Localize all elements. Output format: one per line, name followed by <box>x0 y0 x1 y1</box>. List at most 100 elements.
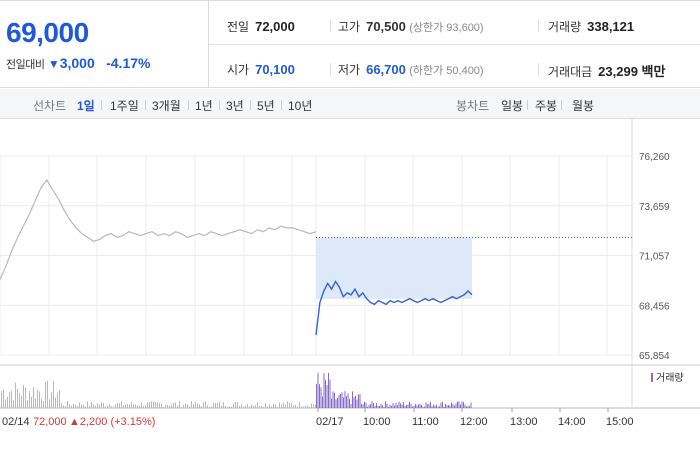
volume-bar <box>63 405 64 408</box>
volume-bar <box>358 394 359 408</box>
divider <box>330 63 331 75</box>
change-percent: -4.17% <box>106 55 151 71</box>
volume-bar <box>269 404 270 408</box>
volume-bar <box>169 405 170 408</box>
volume-bar <box>428 403 430 408</box>
candle-chart-label: 봉차트 <box>456 99 490 113</box>
volume-bar <box>197 403 198 408</box>
tab-1year[interactable]: 1년 <box>195 99 213 113</box>
volume-bar <box>129 404 130 408</box>
volume-bar <box>434 405 436 408</box>
volume-bar <box>467 405 469 408</box>
prev-day-date-label: 02/14 <box>2 416 30 428</box>
volume-bar <box>139 405 140 408</box>
volume-bar <box>425 402 427 408</box>
volume-bar <box>371 401 373 408</box>
volume-bars <box>1 372 472 408</box>
open-value: 70,100 <box>255 62 295 77</box>
volume-bar <box>25 387 26 408</box>
tab-5years[interactable]: 5년 <box>257 99 275 113</box>
volume-bar <box>85 406 86 408</box>
volume-bar <box>410 403 412 408</box>
high-stat: 고가 70,500 (상한가 93,600) <box>338 18 484 35</box>
divider <box>101 100 102 110</box>
volume-bar <box>69 404 70 408</box>
volume-bar <box>413 406 415 408</box>
volume-bar <box>419 403 421 408</box>
tab-daily-candle[interactable]: 일봉 <box>501 99 524 113</box>
low-stat: 저가 66,700 (하한가 50,400) <box>338 61 484 78</box>
volume-bar <box>127 404 128 408</box>
volume-bar <box>67 401 68 408</box>
volume-bar <box>19 392 20 408</box>
volume-bar <box>395 402 397 408</box>
volume-bar <box>13 400 14 408</box>
volume-bar <box>207 405 208 408</box>
volume-bar <box>340 393 341 408</box>
volume-bar <box>323 373 325 408</box>
volume-bar <box>87 401 88 408</box>
volume-bar <box>344 391 346 408</box>
volume-bar <box>171 404 172 408</box>
volume-bar <box>464 404 466 408</box>
tab-10years[interactable]: 10년 <box>288 99 313 113</box>
volume-bar <box>275 404 276 408</box>
row-divider <box>209 44 700 45</box>
volume-bar <box>153 401 154 408</box>
volume-bar <box>45 381 46 408</box>
volume-bar <box>412 406 413 408</box>
volume-bar <box>181 406 182 408</box>
x-tick-label: 13:00 <box>510 416 538 428</box>
volume-bar <box>247 404 248 408</box>
volume-bar <box>229 406 230 408</box>
volume-bar <box>448 404 449 408</box>
volume-bar <box>81 404 82 408</box>
volume-bar <box>29 391 30 408</box>
volume-bar <box>451 402 452 408</box>
volume-legend: 거래량 <box>656 372 684 384</box>
open-stat: 시가 70,100 <box>227 61 295 78</box>
intraday-price-chart[interactable]: 76,260 73,659 71,057 68,456 65,854 02/17 10:0… <box>0 119 700 450</box>
prev-day-change-label: ▲2,200 (+3.15%) <box>69 416 155 428</box>
volume-bar <box>377 405 379 408</box>
volume-bar <box>406 404 407 408</box>
volume-bar <box>95 405 96 408</box>
tab-3years[interactable]: 3년 <box>226 99 244 113</box>
volume-bar <box>440 402 442 408</box>
volume-bar <box>231 406 232 408</box>
volume-bar <box>332 391 334 408</box>
volume-bar <box>177 405 178 408</box>
volume-bar <box>49 399 50 408</box>
today-range-highlight <box>316 237 472 299</box>
volume-bar <box>241 404 242 408</box>
volume-bar <box>243 406 244 408</box>
y-tick-label: 76,260 <box>639 152 670 163</box>
volume-bar <box>109 404 110 408</box>
divider <box>527 100 528 110</box>
divider <box>538 20 539 32</box>
volume-bar <box>353 397 355 408</box>
volume-bar <box>362 404 364 408</box>
volume-bar <box>281 404 282 408</box>
tab-3months[interactable]: 3개월 <box>152 99 181 113</box>
volume-bar <box>175 402 176 408</box>
tab-monthly-candle[interactable]: 월봉 <box>572 99 595 113</box>
volume-label: 거래량 <box>548 20 582 34</box>
volume-bar <box>355 395 356 408</box>
volume-bar <box>51 392 52 408</box>
volume-bar <box>155 401 156 408</box>
prev-day-close-label: 72,000 <box>33 416 67 428</box>
volume-bar <box>15 382 16 408</box>
divider <box>250 100 251 110</box>
volume-bar <box>205 401 206 408</box>
trade-value: 23,299 백만 <box>598 64 666 79</box>
volume-bar <box>265 403 266 408</box>
volume-bar <box>347 393 349 408</box>
tab-1day[interactable]: 1일 <box>77 99 95 113</box>
tab-weekly-candle[interactable]: 주봉 <box>535 99 558 113</box>
tab-1week[interactable]: 1주일 <box>110 99 139 113</box>
volume-bar <box>57 392 58 408</box>
volume-bar <box>349 398 350 408</box>
volume-bar <box>195 401 196 408</box>
volume-bar <box>105 406 106 408</box>
